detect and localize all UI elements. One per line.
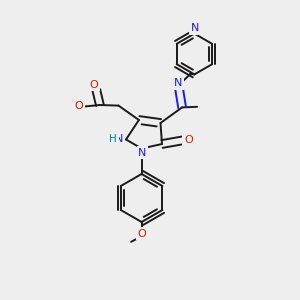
Text: N: N — [115, 134, 124, 144]
Text: N: N — [138, 148, 147, 158]
Text: O: O — [89, 80, 98, 90]
Text: H: H — [109, 134, 117, 144]
Text: O: O — [184, 135, 193, 145]
Text: N: N — [174, 78, 182, 88]
Text: O: O — [137, 229, 146, 239]
Text: N: N — [191, 23, 199, 33]
Text: O: O — [75, 100, 84, 111]
